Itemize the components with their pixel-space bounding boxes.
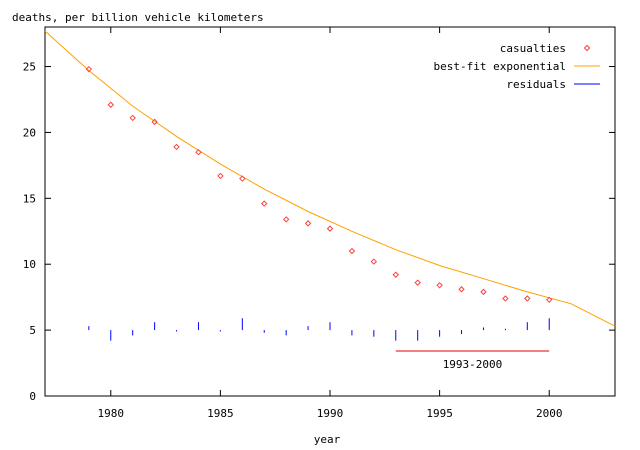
legend-swatch	[583, 44, 591, 52]
x-tick-label: 1980	[98, 407, 125, 420]
y-tick-label: 5	[29, 324, 36, 337]
legend-label: casualties	[500, 42, 566, 55]
data-point	[480, 288, 487, 296]
data-point	[392, 271, 399, 278]
series-best-fit	[44, 30, 616, 327]
data-point	[173, 143, 180, 151]
legend-label: residuals	[506, 78, 566, 91]
x-tick-label: 1995	[426, 407, 453, 420]
axis-ticks	[45, 27, 615, 397]
data-point	[326, 225, 334, 232]
y-tick-label: 20	[23, 126, 36, 139]
x-axis-label: year	[314, 433, 341, 446]
data-point	[195, 148, 202, 156]
data-point	[348, 247, 356, 255]
data-point	[524, 295, 531, 302]
data-point	[239, 175, 246, 182]
series-residuals	[88, 318, 550, 341]
y-tick-label: 25	[23, 61, 36, 74]
series-casualties	[85, 65, 553, 304]
data-point	[151, 118, 158, 126]
data-point	[107, 101, 114, 108]
y-tick-label: 15	[23, 192, 36, 205]
legend: casualties best-fit exponential residuals	[434, 42, 600, 91]
x-tick-label: 1985	[207, 407, 234, 420]
data-point	[436, 282, 443, 289]
data-point	[261, 200, 268, 207]
x-tick-label: 2000	[536, 407, 563, 420]
y-tick-label: 0	[29, 390, 36, 403]
data-point	[546, 296, 553, 304]
y-axis-label: deaths, per billion vehicle kilometers	[12, 11, 264, 24]
x-tick-label: 1990	[317, 407, 344, 420]
data-point	[370, 258, 378, 265]
data-point	[502, 295, 509, 302]
data-point	[129, 114, 136, 122]
data-point	[458, 286, 465, 293]
data-point	[304, 220, 312, 227]
legend-label: best-fit exponential	[434, 60, 566, 73]
data-point	[414, 279, 421, 286]
annotation-label: 1993-2000	[443, 358, 503, 371]
data-point	[85, 65, 93, 73]
annotation-range: 1993-2000	[395, 350, 550, 371]
tick-labels: 0 5 10 15 20 25 1980 1985 1990 1995 2000	[23, 61, 563, 420]
data-point	[282, 216, 290, 223]
best-fit-line	[44, 30, 616, 327]
y-tick-label: 10	[23, 258, 36, 271]
data-point	[217, 172, 224, 180]
